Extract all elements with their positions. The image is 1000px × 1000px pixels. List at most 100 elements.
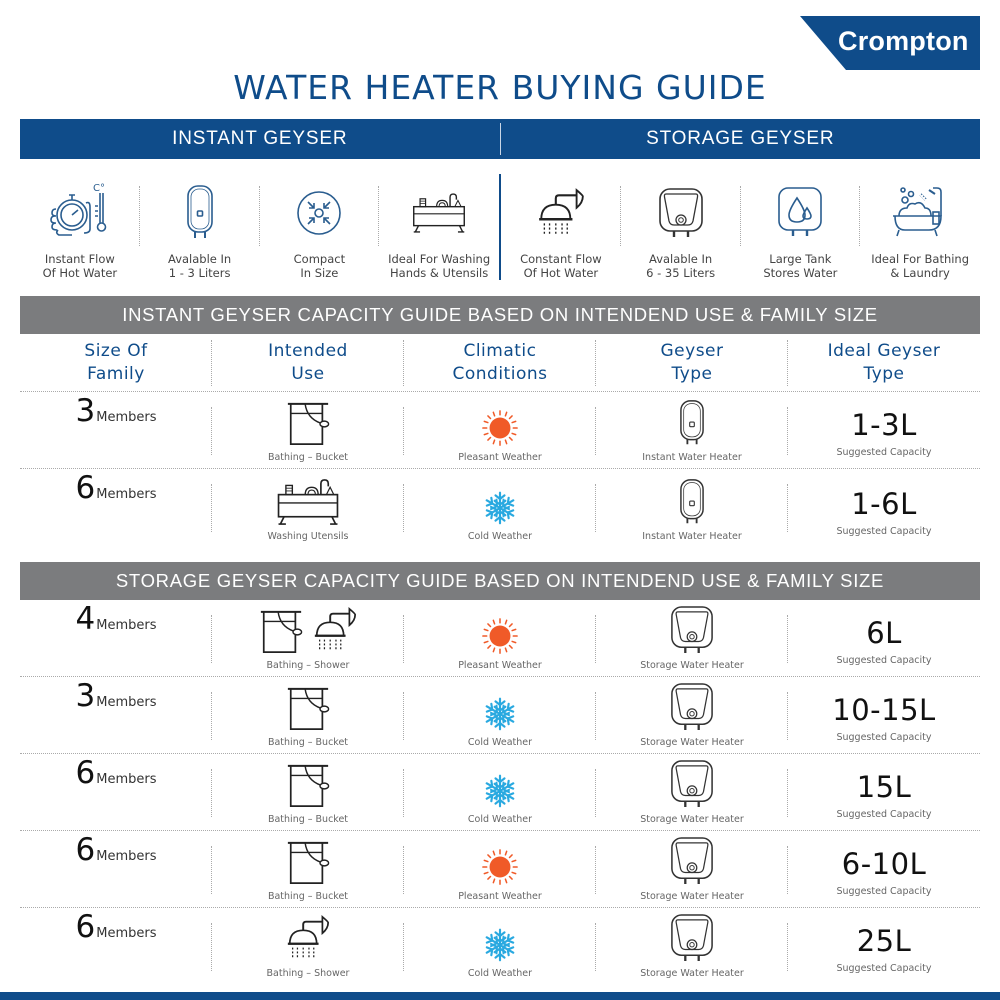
geyser-type-cell: Storage Water Heater [596, 755, 788, 830]
geyser-category-band: INSTANT GEYSER STORAGE GEYSER [20, 119, 980, 159]
column-header-family-size: Size Of Family [20, 334, 212, 391]
bucket-icon [257, 609, 305, 655]
table-header: Size Of Family Intended Use Climatic Condit… [20, 334, 980, 392]
storage-heater-icon [670, 607, 714, 655]
feature-instant-flow: C° Instant Flow Of Hot Water [20, 172, 140, 284]
table-row: 4 Members Bathing – Shower Pleasant Weath… [20, 601, 980, 677]
feature-available-1-3: Avalable In 1 - 3 Liters [140, 172, 260, 284]
climate-cell: Cold Weather [404, 470, 596, 550]
family-size-cell: 6 Members [20, 755, 212, 830]
geyser-type-cell: Storage Water Heater [596, 909, 788, 985]
intended-use-cell: Washing Utensils [212, 470, 404, 550]
storage-heater-icon [670, 838, 714, 886]
snowflake-icon [482, 761, 518, 809]
storage-heater-icon [670, 761, 714, 809]
feature-label-line2: Stores Water [763, 266, 838, 280]
storage-geyser-heading: STORAGE GEYSER [646, 128, 835, 149]
feature-label-line2: & Laundry [890, 266, 950, 280]
feature-label-line2: 6 - 35 Liters [646, 266, 716, 280]
water-drop-tank-icon [770, 182, 830, 244]
feature-label-line1: Avalable In [168, 252, 232, 266]
storage-guide-heading: STORAGE GEYSER CAPACITY GUIDE BASED ON I… [20, 562, 980, 600]
sun-icon [481, 838, 519, 886]
sun-icon [481, 399, 519, 447]
feature-label-line1: Compact [293, 252, 346, 266]
climate-cell: Cold Weather [404, 678, 596, 753]
column-header-geyser-type: Geyser Type [596, 334, 788, 391]
intended-use-cell: Bathing – Bucket [212, 755, 404, 830]
instant-heater-icon [170, 182, 230, 244]
intended-use-cell: Bathing – Bucket [212, 678, 404, 753]
table-row: 3 Members Bathing – Bucket Cold Weather S… [20, 678, 980, 754]
intended-use-cell: Bathing – Bucket [212, 393, 404, 468]
family-size-cell: 3 Members [20, 393, 212, 468]
shower-icon [311, 605, 359, 655]
family-size-cell: 4 Members [20, 601, 212, 676]
shower-icon [284, 915, 332, 963]
capacity-cell: 6-10L Suggested Capacity [836, 846, 932, 897]
storage-heater-icon [670, 915, 714, 963]
feature-label-line1: Constant Flow [520, 252, 602, 266]
intended-use-cell: Bathing – Bucket [212, 832, 404, 907]
column-header-ideal-geyser-type: Ideal Geyser Type [827, 340, 941, 384]
capacity-cell: 1-3L Suggested Capacity [836, 407, 932, 458]
snowflake-icon [482, 915, 518, 963]
feature-compact: Compact In Size [260, 172, 380, 284]
feature-label-line2: 1 - 3 Liters [168, 266, 231, 280]
intended-use-cell: Bathing – Shower [212, 909, 404, 985]
family-size-cell: 6 Members [20, 909, 212, 985]
bathtub-icon [890, 182, 950, 244]
feature-washing: Ideal For Washing Hands & Utensils [379, 172, 499, 284]
feature-label-line2: Hands & Utensils [390, 266, 489, 280]
shower-icon [531, 182, 591, 244]
geyser-type-cell: Storage Water Heater [596, 832, 788, 907]
geyser-type-cell: Instant Water Heater [596, 470, 788, 550]
family-size-cell: 6 Members [20, 470, 212, 550]
capacity-cell: 1-6L Suggested Capacity [836, 487, 932, 537]
capacity-cell: 15L Suggested Capacity [836, 769, 932, 820]
bucket-icon [284, 838, 332, 886]
compact-arrows-icon [289, 182, 349, 244]
feature-label-line2: Of Hot Water [42, 266, 118, 280]
capacity-cell: 10-15L Suggested Capacity [832, 692, 936, 743]
feature-large-tank: Large Tank Stores Water [741, 172, 861, 284]
instant-heater-icon [678, 399, 706, 447]
geyser-type-cell: Storage Water Heater [596, 678, 788, 753]
capacity-cell: 6L Suggested Capacity [836, 615, 932, 666]
page-title: WATER HEATER BUYING GUIDE [233, 68, 767, 107]
geyser-type-cell: Instant Water Heater [596, 393, 788, 468]
feature-label-line1: Large Tank [769, 252, 832, 266]
column-header-intended-use: Intended Use [212, 334, 404, 391]
bucket-icon [283, 399, 333, 447]
feature-label-line1: Ideal For Washing [388, 252, 491, 266]
climate-cell: Cold Weather [404, 909, 596, 985]
instant-geyser-heading: INSTANT GEYSER [172, 128, 348, 149]
family-size-cell: 6 Members [20, 832, 212, 907]
climate-cell: Cold Weather [404, 755, 596, 830]
feature-label-line2: Of Hot Water [523, 266, 599, 280]
climate-cell: Pleasant Weather [404, 832, 596, 907]
sink-utensils-icon [273, 478, 343, 526]
divider [499, 123, 501, 155]
snowflake-icon [482, 478, 518, 526]
feature-label-line1: Instant Flow [44, 252, 115, 266]
intended-use-cell: Bathing – Shower [212, 601, 404, 676]
table-row: 6 Members Bathing – Bucket Cold Weather S… [20, 755, 980, 831]
climate-cell: Pleasant Weather [404, 601, 596, 676]
geyser-type-cell: Storage Water Heater [596, 601, 788, 676]
instant-guide-heading: INSTANT GEYSER CAPACITY GUIDE BASED ON I… [20, 296, 980, 334]
table-row: 3 Members Bathing – Bucket Pleasant Weath… [20, 393, 980, 469]
instant-heater-icon [678, 478, 706, 526]
storage-heater-icon [670, 684, 714, 732]
feature-constant-flow: Constant Flow Of Hot Water [501, 172, 621, 284]
family-size-cell: 3 Members [20, 678, 212, 753]
stopwatch-thermometer-icon: C° [50, 182, 110, 244]
crompton-logo: Crompton [800, 16, 980, 70]
bucket-icon [284, 761, 332, 809]
section-divider [499, 174, 501, 280]
svg-text:C°: C° [93, 183, 105, 194]
feature-bathing-laundry: Ideal For Bathing & Laundry [860, 172, 980, 284]
sink-utensils-icon [409, 182, 469, 244]
snowflake-icon [482, 684, 518, 732]
column-header-climatic-conditions: Climatic Conditions [404, 334, 596, 391]
